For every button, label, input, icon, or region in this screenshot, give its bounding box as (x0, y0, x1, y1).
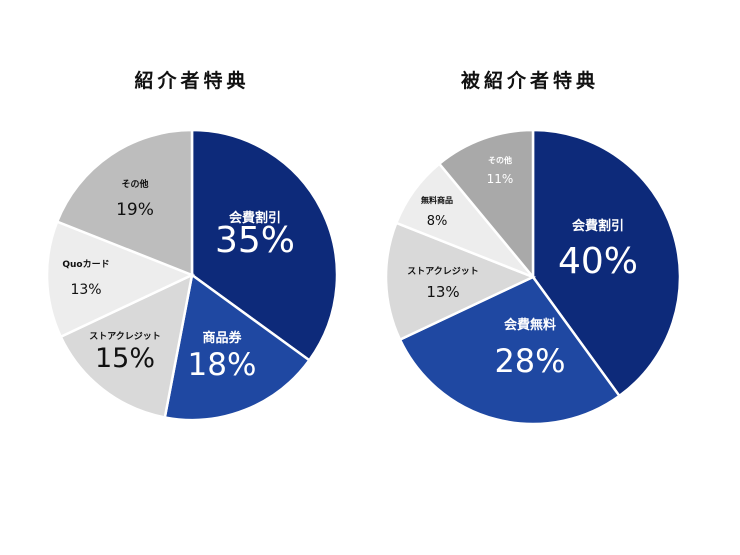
slice-label-0-2: ストアクレジット (89, 331, 161, 342)
slice-value-1-1: 28% (494, 342, 565, 380)
pie-slice-1-1 (398, 275, 622, 426)
slice-value-1-0: 40% (558, 241, 638, 282)
slice-label-0-1: 商品券 (202, 330, 242, 346)
slice-label-1-1: 会費無料 (504, 317, 556, 333)
chart-title-referee: 被紹介者特典 (460, 70, 599, 92)
pie-slice-1-4 (437, 128, 535, 281)
slice-label-1-4: その他 (488, 155, 512, 165)
slice-value-1-4: 11% (487, 172, 514, 186)
pie-slice-1-0 (531, 128, 682, 398)
slice-value-1-2: 13% (426, 283, 459, 301)
pie-slice-0-4 (55, 128, 194, 277)
slice-label-0-4: その他 (121, 178, 148, 190)
slice-label-0-0: 会費割引 (229, 210, 281, 226)
pie-slice-0-3 (45, 219, 196, 339)
slice-value-0-0: 35% (215, 220, 295, 261)
pie-slice-0-2 (59, 272, 194, 419)
pie-slice-0-0 (190, 128, 339, 362)
slice-value-0-4: 19% (116, 200, 154, 220)
slice-value-0-1: 18% (188, 347, 257, 383)
slice-value-0-3: 13% (70, 282, 101, 298)
chart-title-referrer: 紹介者特典 (134, 70, 250, 92)
slice-label-1-2: ストアクレジット (407, 266, 479, 277)
slice-label-0-3: Quoカード (62, 259, 109, 270)
slice-label-1-0: 会費割引 (572, 218, 624, 234)
slice-value-1-3: 8% (427, 214, 448, 229)
pie-slice-1-2 (384, 221, 537, 342)
pie-slice-0-1 (163, 272, 312, 422)
slice-value-0-2: 15% (95, 343, 155, 374)
slice-label-1-3: 無料商品 (421, 195, 453, 205)
